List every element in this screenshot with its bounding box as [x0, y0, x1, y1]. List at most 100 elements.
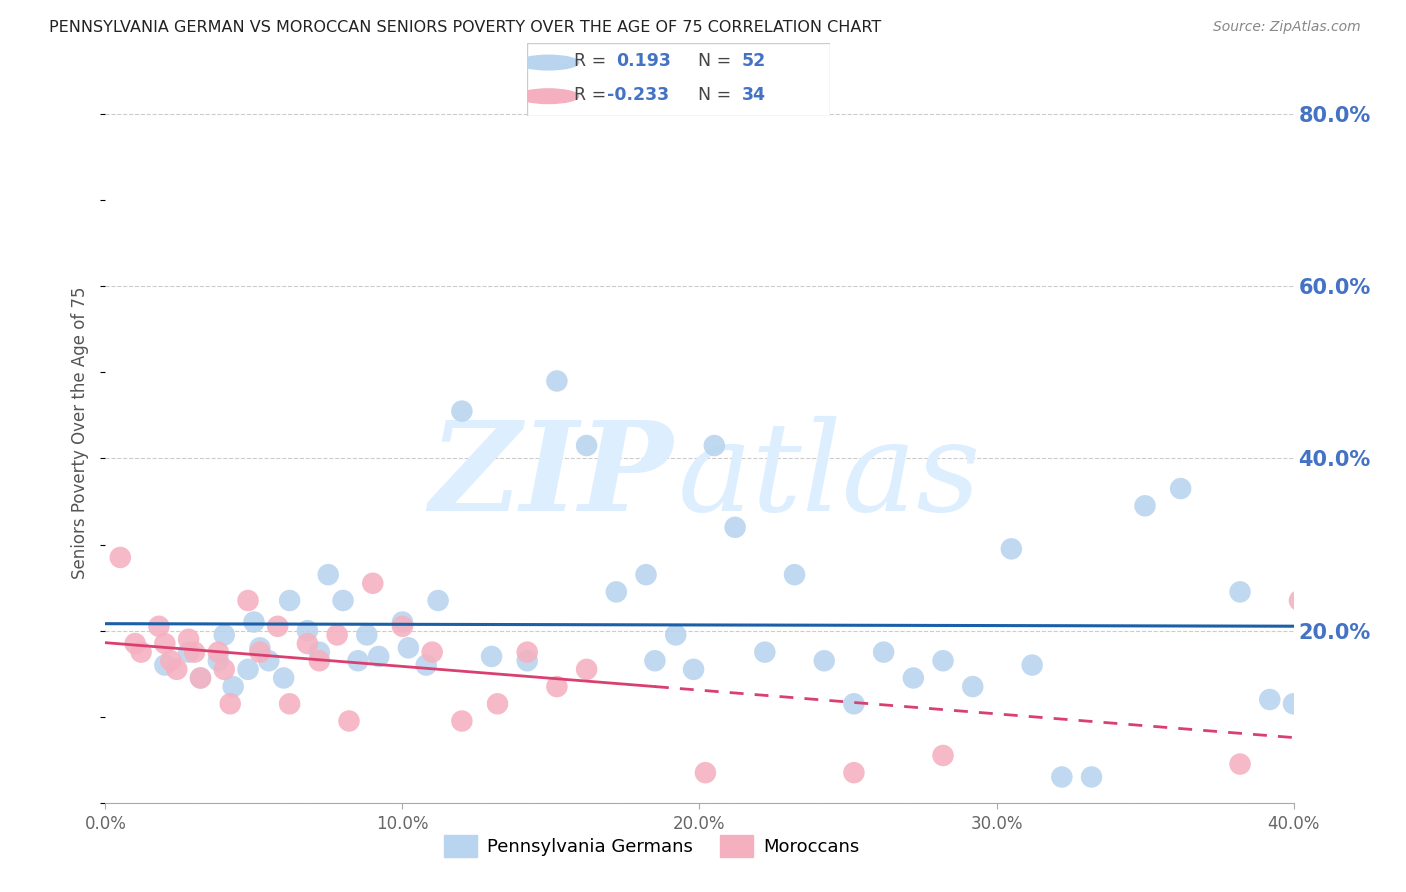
Point — [316, 567, 339, 582]
Text: R =: R = — [574, 86, 612, 103]
Point — [148, 619, 170, 633]
Point — [605, 585, 627, 599]
Text: 52: 52 — [742, 52, 766, 70]
Point — [166, 662, 188, 676]
Point — [257, 654, 280, 668]
Point — [575, 438, 598, 452]
Point — [962, 680, 984, 694]
Point — [481, 649, 503, 664]
Point — [546, 680, 568, 694]
Point — [190, 671, 212, 685]
Point — [297, 624, 319, 638]
Point — [575, 662, 598, 676]
Point — [110, 550, 132, 565]
Point — [695, 765, 717, 780]
Point — [129, 645, 152, 659]
Point — [177, 645, 200, 659]
Point — [546, 374, 568, 388]
Point — [754, 645, 776, 659]
Point — [724, 520, 747, 534]
Point — [1229, 585, 1251, 599]
Text: N =: N = — [697, 86, 737, 103]
Point — [842, 697, 865, 711]
Point — [516, 645, 538, 659]
Point — [1080, 770, 1102, 784]
Circle shape — [519, 55, 579, 70]
Point — [190, 671, 212, 685]
Point — [236, 662, 259, 676]
Text: atlas: atlas — [678, 417, 981, 538]
Point — [1170, 482, 1192, 496]
Legend: Pennsylvania Germans, Moroccans: Pennsylvania Germans, Moroccans — [437, 828, 868, 864]
Point — [396, 640, 419, 655]
Text: Source: ZipAtlas.com: Source: ZipAtlas.com — [1213, 20, 1361, 34]
Point — [267, 619, 290, 633]
Point — [486, 697, 509, 711]
Point — [337, 714, 360, 728]
Point — [1229, 757, 1251, 772]
Point — [665, 628, 688, 642]
Point — [634, 567, 657, 582]
Point — [297, 636, 319, 650]
Point — [391, 619, 413, 633]
Point — [249, 640, 271, 655]
Point — [903, 671, 925, 685]
Point — [332, 593, 354, 607]
Point — [278, 697, 301, 711]
Point — [703, 438, 725, 452]
Text: N =: N = — [697, 52, 737, 70]
Point — [273, 671, 295, 685]
Point — [1000, 541, 1022, 556]
Point — [367, 649, 389, 664]
Text: ZIP: ZIP — [430, 417, 673, 538]
Text: R =: R = — [574, 52, 612, 70]
Point — [249, 645, 271, 659]
Point — [420, 645, 443, 659]
Point — [356, 628, 378, 642]
Point — [159, 654, 181, 668]
Point — [427, 593, 450, 607]
Point — [1021, 658, 1043, 673]
Point — [516, 654, 538, 668]
Text: PENNSYLVANIA GERMAN VS MOROCCAN SENIORS POVERTY OVER THE AGE OF 75 CORRELATION C: PENNSYLVANIA GERMAN VS MOROCCAN SENIORS … — [49, 20, 882, 35]
Point — [207, 654, 229, 668]
Point — [236, 593, 259, 607]
Point — [222, 680, 245, 694]
Text: 0.193: 0.193 — [616, 52, 671, 70]
Point — [932, 654, 955, 668]
Point — [391, 615, 413, 629]
Text: 34: 34 — [742, 86, 766, 103]
Point — [415, 658, 437, 673]
Point — [783, 567, 806, 582]
Y-axis label: Seniors Poverty Over the Age of 75: Seniors Poverty Over the Age of 75 — [72, 286, 90, 579]
Point — [813, 654, 835, 668]
Point — [1050, 770, 1073, 784]
Point — [682, 662, 704, 676]
Point — [347, 654, 370, 668]
Point — [214, 628, 236, 642]
Text: -0.233: -0.233 — [607, 86, 669, 103]
Point — [1258, 692, 1281, 706]
Point — [932, 748, 955, 763]
Point — [278, 593, 301, 607]
Point — [872, 645, 894, 659]
Point — [308, 645, 330, 659]
Point — [153, 636, 176, 650]
Point — [207, 645, 229, 659]
Point — [183, 645, 205, 659]
Point — [153, 658, 176, 673]
Point — [450, 404, 472, 418]
Point — [1282, 697, 1305, 711]
FancyBboxPatch shape — [527, 43, 830, 116]
Point — [326, 628, 349, 642]
Point — [1133, 499, 1156, 513]
Point — [177, 632, 200, 647]
Point — [1288, 593, 1310, 607]
Point — [214, 662, 236, 676]
Circle shape — [519, 89, 579, 103]
Point — [361, 576, 384, 591]
Point — [644, 654, 666, 668]
Point — [842, 765, 865, 780]
Point — [450, 714, 472, 728]
Point — [308, 654, 330, 668]
